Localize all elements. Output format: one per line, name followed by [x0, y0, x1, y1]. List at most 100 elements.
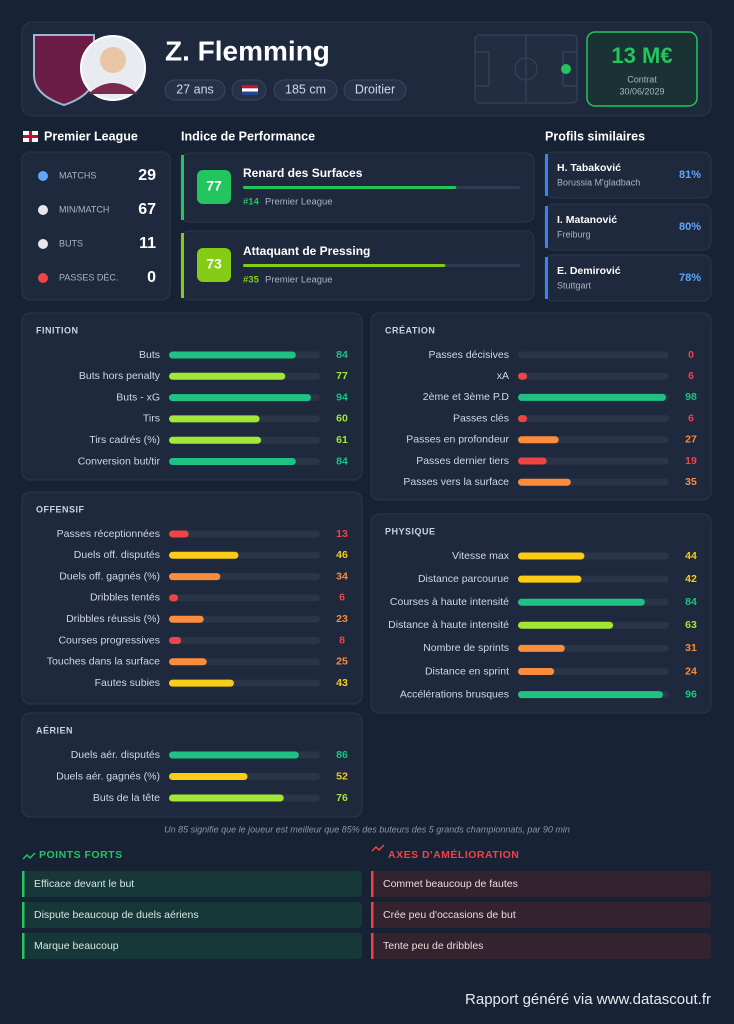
metric-bar: [518, 644, 565, 652]
metric-value: 94: [336, 391, 348, 403]
metric-bar: [518, 478, 571, 486]
list-accent: [371, 902, 374, 928]
metric-label: Buts de la tête: [93, 792, 160, 804]
role-rank: #14: [243, 197, 260, 208]
metric-bar: [169, 773, 248, 780]
metric-bar: [518, 393, 666, 401]
metric-track: [169, 594, 320, 602]
metric-track: [518, 351, 669, 359]
list-text: Crée peu d'occasions de but: [383, 909, 516, 921]
metric-value: 46: [336, 549, 348, 561]
list-accent: [22, 902, 25, 928]
metric-value: 25: [336, 656, 348, 668]
photo-face: [100, 47, 126, 73]
metric-label: Dribbles réussis (%): [66, 613, 160, 625]
metric-value: 23: [336, 613, 348, 625]
list-text: Marque beaucoup: [34, 940, 119, 952]
stats-card: [21, 151, 171, 301]
metric-track: [169, 658, 320, 666]
list-item: [22, 902, 362, 928]
metric-value: 31: [685, 642, 697, 654]
metric-value: 44: [685, 550, 697, 562]
list-title: AXES D'AMÉLIORATION: [388, 848, 519, 861]
metric-bar: [169, 637, 182, 644]
metric-label: Conversion but/tir: [78, 455, 161, 467]
metric-card: [370, 312, 712, 501]
metric-label: Buts: [139, 349, 160, 361]
similar-accent: [545, 257, 548, 299]
metric-label: Tirs: [143, 413, 160, 425]
similar-club: Freiburg: [557, 229, 591, 239]
role-rank: #35: [243, 275, 260, 286]
metric-value: 27: [685, 434, 697, 446]
contract-date: 30/06/2029: [619, 86, 664, 96]
role-league: Premier League: [265, 197, 333, 208]
metric-bar: [169, 751, 299, 759]
metric-bar: [518, 621, 614, 629]
metric-label: Fautes subies: [95, 677, 160, 689]
metric-track: [518, 457, 669, 465]
list-item: [22, 933, 362, 959]
list-text: Dispute beaucoup de duels aériens: [34, 909, 199, 921]
metric-value: 0: [688, 349, 694, 361]
similar-score: 81%: [679, 169, 701, 181]
stat-icon: [38, 239, 48, 249]
metric-value: 52: [336, 770, 348, 782]
stat-label: PASSES DÉC.: [59, 272, 118, 282]
role-league: Premier League: [265, 275, 333, 286]
metric-bar: [169, 658, 207, 666]
metric-value: 76: [336, 792, 348, 804]
metric-value: 6: [688, 370, 694, 382]
metric-label: Passes décisives: [428, 349, 509, 361]
metric-value: 19: [685, 455, 697, 467]
list-accent: [371, 871, 374, 897]
metric-bar: [169, 372, 286, 380]
flag-stripe: [242, 85, 258, 89]
similar-score: 78%: [679, 272, 701, 284]
player-name: Z. Flemming: [165, 35, 330, 66]
metric-value: 61: [336, 434, 348, 446]
tag-pill: [164, 79, 226, 101]
metric-bar: [518, 691, 663, 699]
metric-bar: [169, 458, 296, 465]
role-score: 73: [206, 256, 222, 272]
metric-value: 13: [336, 528, 348, 540]
metric-label: Duels aér. gagnés (%): [56, 770, 160, 782]
stat-value: 29: [138, 167, 156, 184]
metric-value: 84: [336, 349, 348, 361]
list-text: Efficace devant le but: [34, 878, 134, 890]
metric-label: Tirs cadrés (%): [89, 434, 160, 446]
score-badge: [197, 170, 231, 204]
metric-bar: [169, 351, 296, 359]
metric-value: 63: [685, 619, 697, 631]
metric-label: Nombre de sprints: [423, 642, 509, 654]
metric-label: Passes dernier tiers: [416, 455, 509, 467]
metric-value: 24: [685, 665, 697, 677]
stat-icon: [38, 171, 48, 181]
metric-value: 98: [685, 391, 697, 403]
metric-track: [169, 637, 320, 644]
metric-label: Buts - xG: [116, 391, 160, 403]
metric-label: Dribbles tentés: [90, 592, 160, 604]
similar-accent: [545, 154, 548, 196]
stat-value: 0: [147, 269, 156, 286]
metric-value: 84: [685, 596, 697, 608]
footer: Rapport généré via www.datascout.fr: [465, 991, 711, 1008]
metric-label: Distance à haute intensité: [388, 619, 509, 631]
metric-bar: [169, 415, 260, 423]
metric-label: Passes vers la surface: [403, 476, 509, 488]
metric-bar: [518, 552, 585, 560]
metric-track: [518, 668, 669, 675]
trend-icon: [371, 844, 385, 852]
similar-name: H. Tabaković: [557, 162, 621, 174]
metric-value: 96: [685, 688, 697, 700]
stat-label: BUTS: [59, 238, 83, 248]
role-bar: [243, 186, 457, 189]
metric-value: 34: [336, 570, 348, 582]
metric-track: [518, 415, 669, 423]
metric-section-title: FINITION: [36, 325, 79, 335]
metric-value: 43: [336, 677, 348, 689]
stat-value: 67: [138, 201, 156, 218]
